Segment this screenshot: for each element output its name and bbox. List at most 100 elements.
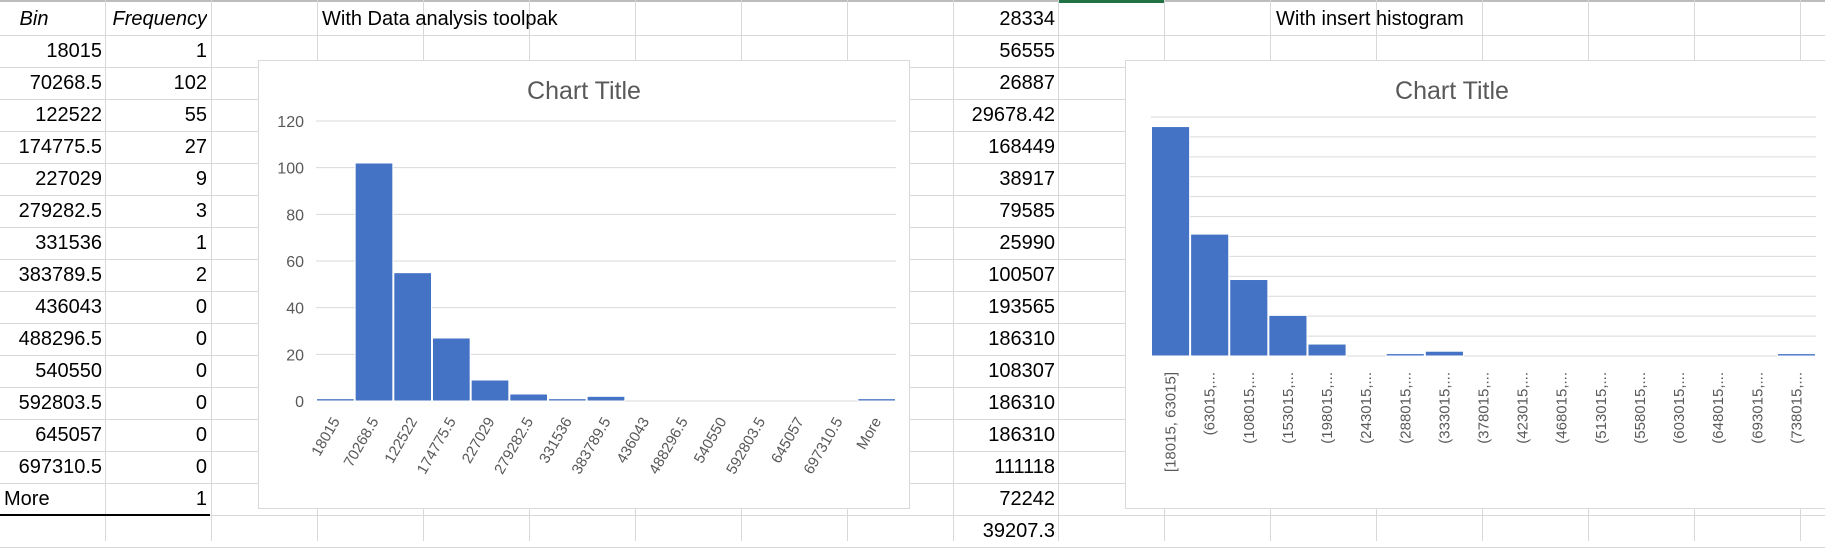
bin-cell[interactable]: 279282.5 — [18, 200, 102, 222]
toolpak-histogram-chart[interactable]: Chart Title 0 20 40 60 80 100 120 18015 70268.5 1… — [258, 60, 910, 509]
histogram-bar — [509, 393, 548, 402]
x-tick-label: (288015,... — [1397, 372, 1414, 444]
sheet-top-border — [0, 0, 1825, 2]
x-tick-label: (513015,... — [1593, 372, 1610, 444]
data-cell[interactable]: 28334 — [999, 8, 1055, 30]
bin-cell[interactable]: 18015 — [46, 40, 102, 62]
histogram-bar — [432, 337, 471, 402]
insert-histogram-chart[interactable]: Chart Title [18015, 63015] (63015,... (108… — [1125, 60, 1825, 509]
data-cell[interactable]: 193565 — [988, 296, 1055, 318]
histogram-bar — [1385, 353, 1425, 357]
data-cell[interactable]: 186310 — [988, 392, 1055, 414]
bin-cell[interactable]: 697310.5 — [18, 456, 102, 478]
column-header-bin[interactable]: Bin — [19, 8, 49, 30]
bin-cell[interactable]: 331536 — [35, 232, 102, 254]
data-cell[interactable]: 108307 — [988, 360, 1055, 382]
bin-cell[interactable]: More — [4, 488, 50, 510]
histogram-bar — [548, 398, 587, 402]
histogram-bar — [354, 162, 394, 402]
bin-cell[interactable]: 227029 — [35, 168, 102, 190]
chart-title: Chart Title — [1395, 77, 1509, 105]
selected-cell-indicator — [1058, 0, 1164, 3]
row-gridline — [0, 99, 1825, 100]
row-gridline — [0, 387, 1825, 388]
data-cell[interactable]: 186310 — [988, 328, 1055, 350]
row-gridline — [0, 163, 1825, 164]
x-tick-label: 645057 — [768, 415, 808, 467]
frequency-cell[interactable]: 0 — [195, 360, 207, 382]
row-gridline — [0, 67, 1825, 68]
frequency-cell[interactable]: 1 — [195, 40, 207, 62]
bin-cell[interactable]: 592803.5 — [18, 392, 102, 414]
data-cell[interactable]: 38917 — [999, 168, 1055, 190]
column-gridline — [105, 0, 106, 541]
data-cell[interactable]: 39207.3 — [982, 520, 1055, 542]
x-tick-label: 279282.5 — [491, 415, 537, 478]
frequency-cell[interactable]: 27 — [184, 136, 207, 158]
data-cell[interactable]: 29678.42 — [971, 104, 1055, 126]
y-tick-label: 120 — [277, 114, 304, 131]
data-cell[interactable]: 56555 — [999, 40, 1055, 62]
row-gridline — [0, 323, 1825, 324]
histogram-bar — [857, 398, 896, 402]
data-cell[interactable]: 26887 — [999, 72, 1055, 94]
x-tick-label: More — [853, 415, 885, 453]
frequency-cell[interactable]: 0 — [195, 328, 207, 350]
y-tick-label: 20 — [286, 347, 304, 364]
frequency-cell[interactable]: 0 — [195, 456, 207, 478]
bin-cell[interactable]: 436043 — [35, 296, 102, 318]
chart-plot-area: [18015, 63015] (63015,... (108015,... (1530… — [1151, 116, 1816, 472]
x-tick-label: 383789.5 — [568, 415, 614, 478]
row-gridline — [0, 291, 1825, 292]
bin-cell[interactable]: 174775.5 — [18, 136, 102, 158]
frequency-cell[interactable]: 1 — [195, 488, 207, 510]
x-tick-label: [18015, 63015] — [1163, 372, 1180, 472]
column-gridline — [953, 0, 954, 541]
row-gridline — [0, 451, 1825, 452]
data-cell[interactable]: 72242 — [999, 488, 1055, 510]
data-cell[interactable]: 111118 — [994, 456, 1055, 478]
column-gridline — [211, 0, 212, 541]
x-tick-label: (648015,... — [1710, 372, 1727, 444]
data-cell[interactable]: 186310 — [988, 424, 1055, 446]
frequency-cell[interactable]: 1 — [195, 232, 207, 254]
frequency-cell[interactable]: 2 — [195, 264, 207, 286]
x-tick-label: (243015,... — [1358, 372, 1375, 444]
x-tick-label: (423015,... — [1515, 372, 1532, 444]
x-tick-label: (603015,... — [1671, 372, 1688, 444]
x-tick-label: (693015,... — [1749, 372, 1766, 444]
frequency-cell[interactable]: 9 — [195, 168, 207, 190]
x-tick-label: 122522 — [381, 415, 421, 467]
data-cell[interactable]: 25990 — [999, 232, 1055, 254]
row-gridline — [0, 35, 1825, 36]
bin-cell[interactable]: 122522 — [35, 104, 102, 126]
frequency-cell[interactable]: 0 — [195, 296, 207, 318]
x-tick-label: 592803.5 — [723, 414, 769, 477]
data-cell[interactable]: 168449 — [988, 136, 1055, 158]
bin-cell[interactable]: 383789.5 — [18, 264, 102, 286]
data-cell[interactable]: 100507 — [988, 264, 1055, 286]
y-tick-label: 100 — [277, 161, 304, 178]
bin-cell[interactable]: 70268.5 — [29, 72, 102, 94]
chart-title: Chart Title — [527, 77, 641, 105]
insert-histogram-label[interactable]: With insert histogram — [1276, 8, 1464, 30]
frequency-cell[interactable]: 3 — [195, 200, 207, 222]
bin-cell[interactable]: 645057 — [35, 424, 102, 446]
column-header-frequency[interactable]: Frequency — [112, 8, 208, 30]
bin-cell[interactable]: 488296.5 — [18, 328, 102, 350]
x-tick-label: (558015,... — [1632, 372, 1649, 444]
x-tick-label: 174775.5 — [414, 415, 460, 478]
histogram-bar — [1776, 353, 1816, 357]
frequency-cell[interactable]: 0 — [195, 392, 207, 414]
row-gridline — [0, 355, 1825, 356]
data-cell[interactable]: 79585 — [999, 200, 1055, 222]
x-tick-label: 18015 — [308, 415, 344, 460]
y-tick-label: 0 — [295, 394, 304, 411]
x-tick-label: 697310.5 — [800, 415, 846, 478]
frequency-cell[interactable]: 55 — [184, 104, 207, 126]
frequency-cell[interactable]: 0 — [195, 424, 207, 446]
bin-cell[interactable]: 540550 — [35, 360, 102, 382]
toolpak-label[interactable]: With Data analysis toolpak — [322, 8, 558, 30]
table-bottom-border — [0, 514, 210, 516]
frequency-cell[interactable]: 102 — [173, 72, 207, 94]
